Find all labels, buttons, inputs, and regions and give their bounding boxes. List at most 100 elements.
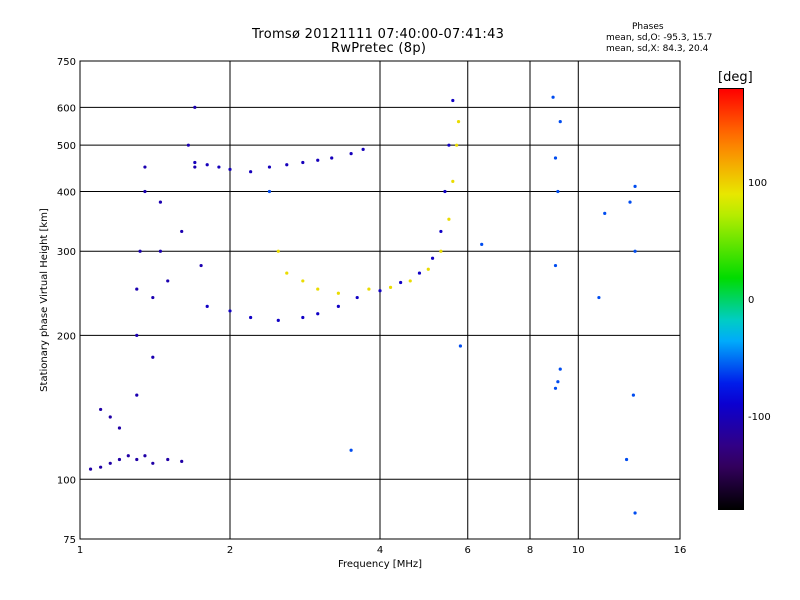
y-tick-label: 300 xyxy=(57,247,76,258)
x-axis-label: Frequency [MHz] xyxy=(338,559,422,570)
data-point xyxy=(135,457,139,462)
data-point xyxy=(439,229,443,234)
data-point xyxy=(166,457,170,462)
data-point xyxy=(458,344,463,348)
data-point xyxy=(447,143,451,147)
data-point xyxy=(193,165,197,169)
data-point xyxy=(316,158,320,162)
data-point xyxy=(138,249,142,253)
data-point xyxy=(556,189,560,194)
data-point xyxy=(361,147,365,151)
data-point xyxy=(558,120,562,124)
data-point xyxy=(399,280,403,285)
data-point xyxy=(631,393,635,397)
data-point xyxy=(443,189,447,194)
data-point xyxy=(455,143,459,147)
data-point xyxy=(451,179,455,183)
data-point xyxy=(603,211,607,215)
colorbar-label: [deg] xyxy=(718,70,753,85)
data-point xyxy=(166,279,170,283)
data-point xyxy=(158,200,163,204)
data-point xyxy=(597,295,601,300)
data-point xyxy=(205,163,209,167)
x-tick-label: 1 xyxy=(77,545,83,556)
data-point xyxy=(217,165,221,169)
x-tick-label: 16 xyxy=(674,545,687,556)
data-point xyxy=(135,333,139,337)
data-point xyxy=(249,170,253,174)
data-point xyxy=(553,386,558,390)
y-axis-label: Stationary phase Virtual Height [km] xyxy=(39,208,50,392)
data-point xyxy=(180,459,184,463)
data-point xyxy=(267,165,272,169)
data-point xyxy=(205,304,209,308)
data-point xyxy=(99,465,103,469)
data-point xyxy=(301,315,305,320)
data-point xyxy=(267,189,272,194)
data-point xyxy=(117,426,122,430)
data-point xyxy=(276,318,280,322)
data-point xyxy=(378,289,382,293)
colorbar-tick-label: -100 xyxy=(748,412,771,423)
stats-o-mode: mean, sd,O: -95.3, 15.7 xyxy=(606,33,713,43)
data-point xyxy=(633,249,637,253)
x-tick-label: 4 xyxy=(377,545,383,556)
data-point xyxy=(336,291,340,295)
y-tick-label: 500 xyxy=(57,141,76,152)
chart-title: Tromsø 20121111 07:40:00-07:41:43 xyxy=(252,27,505,42)
data-point xyxy=(367,287,371,291)
data-point xyxy=(451,98,455,103)
data-points xyxy=(88,95,637,515)
data-point xyxy=(126,454,130,458)
x-tick-labels: 1 2 4 6 8 10 16 xyxy=(77,545,687,556)
data-point xyxy=(249,315,253,320)
plot-frame xyxy=(79,60,681,540)
data-point xyxy=(456,120,461,124)
x-tick-label: 8 xyxy=(527,545,533,556)
data-point xyxy=(158,249,163,253)
data-point xyxy=(316,312,320,316)
data-point xyxy=(553,156,558,160)
data-point xyxy=(180,229,184,234)
y-tick-label: 75 xyxy=(63,535,76,546)
data-point xyxy=(426,267,430,271)
data-point xyxy=(186,143,190,147)
data-point xyxy=(556,380,560,384)
data-point xyxy=(417,271,422,275)
data-point xyxy=(633,511,637,515)
data-point xyxy=(447,217,451,221)
data-point xyxy=(301,160,305,165)
data-point xyxy=(108,461,112,465)
data-point xyxy=(117,457,122,462)
data-point xyxy=(143,165,147,169)
data-point xyxy=(624,457,629,462)
data-point xyxy=(108,415,112,419)
data-point xyxy=(228,309,232,313)
x-tick-label: 6 xyxy=(465,545,471,556)
chart-subtitle: RwPretec (8p) xyxy=(331,41,427,56)
data-point xyxy=(551,95,555,99)
data-point xyxy=(228,167,232,171)
y-tick-labels: 75 100 200 300 400 500 600 750 xyxy=(57,57,76,546)
data-point xyxy=(99,407,103,412)
data-point xyxy=(143,189,147,194)
data-point xyxy=(199,263,203,268)
data-point xyxy=(553,263,558,268)
data-point xyxy=(439,249,443,253)
data-point xyxy=(143,454,147,458)
data-point xyxy=(558,367,562,371)
y-tick-label: 100 xyxy=(57,475,76,486)
y-tick-label: 600 xyxy=(57,103,76,114)
data-point xyxy=(151,461,155,465)
data-point xyxy=(276,249,280,253)
data-point xyxy=(193,105,197,109)
data-point xyxy=(193,160,197,165)
data-point xyxy=(316,287,320,291)
x-tick-label: 2 xyxy=(227,545,233,556)
data-point xyxy=(285,271,289,275)
stats-x-mode: mean, sd,X: 84.3, 20.4 xyxy=(606,44,709,54)
data-point xyxy=(285,163,289,167)
data-point xyxy=(628,200,632,204)
stats-heading: Phases xyxy=(632,22,664,32)
colorbar-tick-label: 0 xyxy=(748,295,754,306)
